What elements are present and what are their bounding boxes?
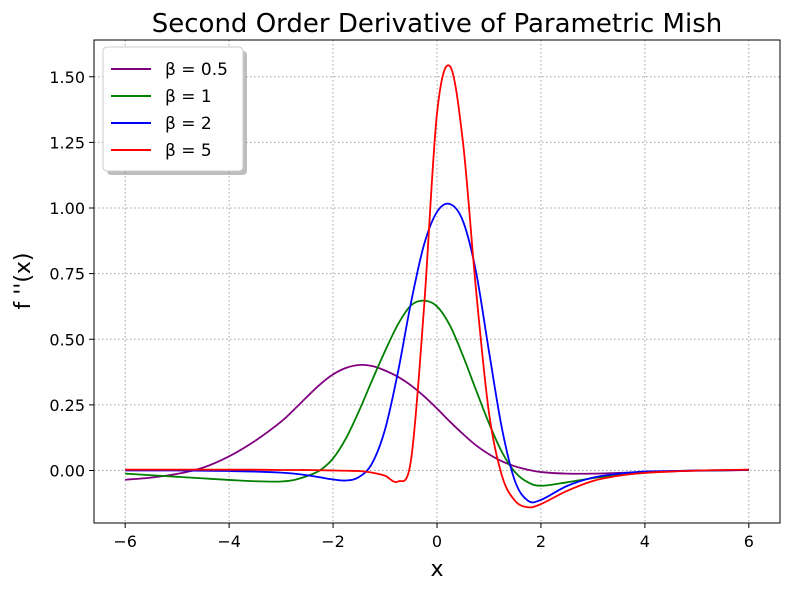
- x-tick-label: −4: [217, 532, 241, 551]
- legend-label: β = 2: [165, 114, 212, 134]
- y-tick-label: 0.50: [49, 330, 85, 349]
- y-tick-label: 1.00: [49, 199, 85, 218]
- y-tick-label: 1.25: [49, 133, 85, 152]
- y-axis-label: f ''(x): [11, 252, 36, 309]
- legend-items: β = 0.5 β = 1 β = 2 β = 5: [111, 60, 228, 161]
- y-axis-ticks: 0.00 0.25 0.50 0.75 1.00 1.25 1.50: [49, 68, 94, 481]
- legend-box: [102, 46, 244, 172]
- series-lines: [125, 64, 749, 509]
- x-tick-label: 6: [744, 532, 754, 551]
- x-tick-label: −2: [321, 532, 345, 551]
- x-axis-ticks: −6 −4 −2 0 2 4 6: [113, 523, 754, 551]
- legend: β = 0.5 β = 1 β = 2 β = 5: [102, 46, 247, 175]
- y-tick-label: 0.75: [49, 265, 85, 284]
- x-tick-label: 0: [432, 532, 442, 551]
- chart-title: Second Order Derivative of Parametric Mi…: [152, 9, 722, 39]
- x-tick-label: 4: [640, 532, 650, 551]
- x-tick-label: −6: [113, 532, 137, 551]
- y-tick-label: 0.00: [49, 462, 85, 481]
- series-line-3: [125, 202, 749, 504]
- x-tick-label: 2: [536, 532, 546, 551]
- y-tick-label: 0.25: [49, 396, 85, 415]
- legend-label: β = 1: [165, 87, 212, 107]
- y-tick-label: 1.50: [49, 68, 85, 87]
- legend-label: β = 5: [165, 141, 212, 161]
- x-axis-label: x: [430, 557, 443, 582]
- legend-label: β = 0.5: [165, 60, 228, 80]
- series-line-4: [125, 64, 749, 509]
- series-line-1: [125, 363, 749, 481]
